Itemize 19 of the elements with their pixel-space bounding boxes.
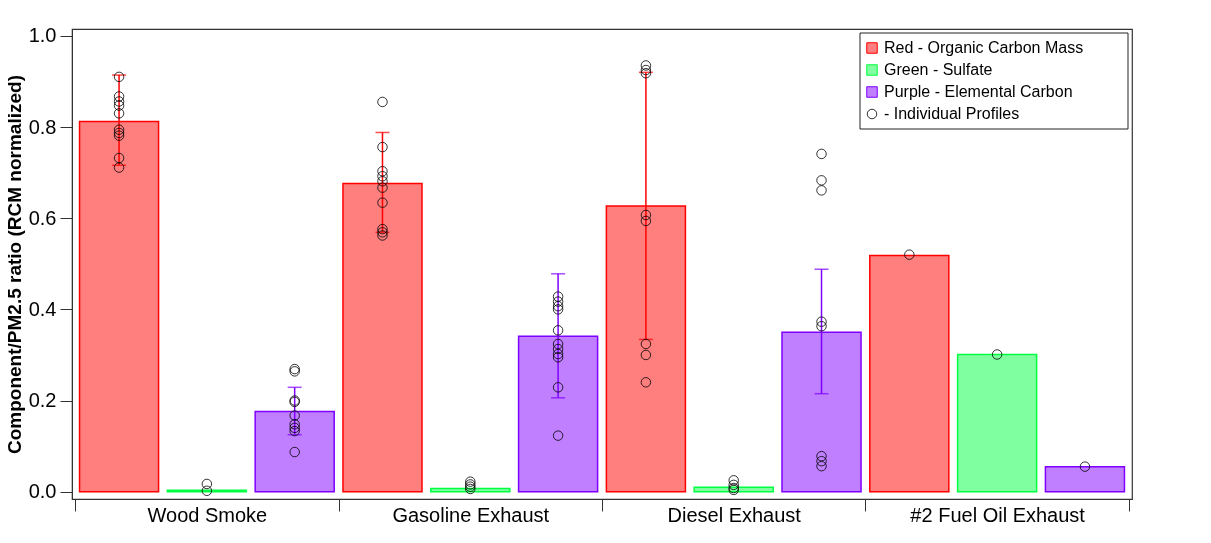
legend-label: - Individual Profiles xyxy=(884,105,1020,122)
x-tick-label: Gasoline Exhaust xyxy=(392,503,550,526)
y-tick-label: 1.0 xyxy=(28,24,57,47)
legend-label: Purple - Elemental Carbon xyxy=(884,83,1073,100)
y-tick-label: 0.6 xyxy=(28,206,57,229)
bar xyxy=(693,486,774,493)
y-axis-title: Component/PM2.5 ratio (RCM normalized) xyxy=(3,75,25,454)
y-tick-label: 0.2 xyxy=(28,389,57,412)
y-tick-label: 0.4 xyxy=(28,297,57,320)
x-tick-label: Wood Smoke xyxy=(147,503,268,526)
x-tick-label: #2 Fuel Oil Exhaust xyxy=(910,503,1086,526)
bar xyxy=(1044,465,1126,493)
legend-label: Red - Organic Carbon Mass xyxy=(884,39,1084,56)
bar xyxy=(956,353,1038,493)
x-tick-label: Diesel Exhaust xyxy=(667,503,802,526)
y-tick-label: 0.8 xyxy=(28,115,57,138)
y-tick-label: 0.0 xyxy=(28,480,57,503)
legend-label: Green - Sulfate xyxy=(884,61,993,78)
bar xyxy=(869,254,950,493)
